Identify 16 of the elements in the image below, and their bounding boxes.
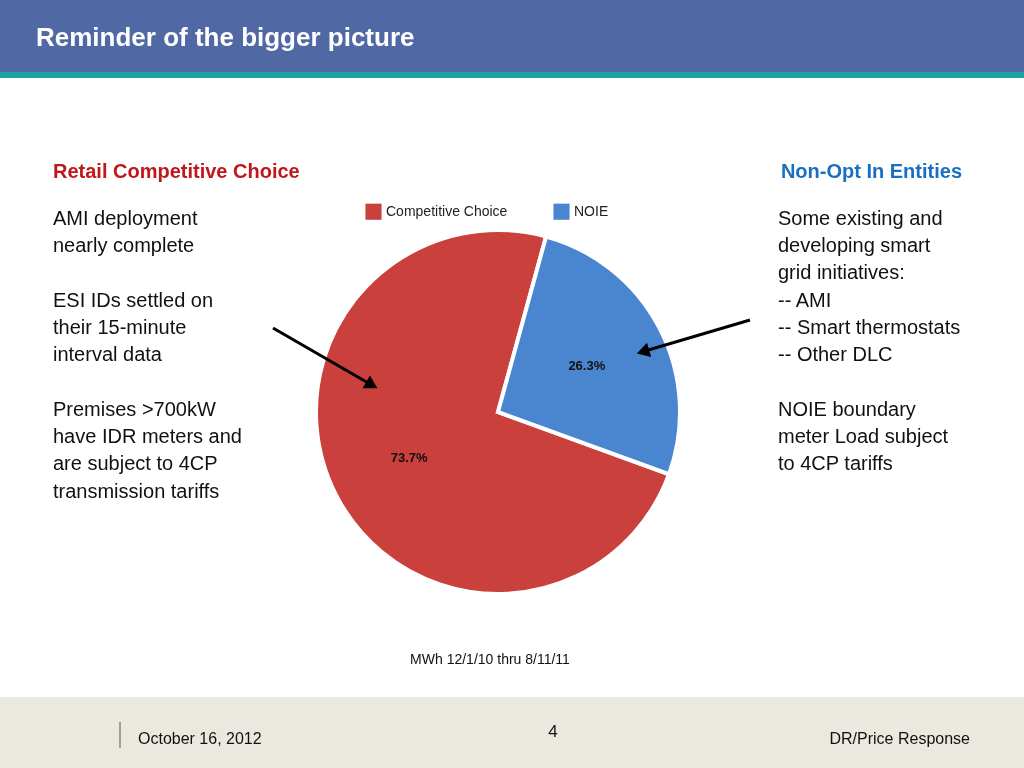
text: 4 (548, 722, 558, 741)
text: AMI deployment nearly complete (53, 207, 198, 257)
data-label: 73.7% (390, 449, 429, 465)
chart-title: Reminder of the bigger picture (36, 22, 415, 52)
text: Premises >700kW have IDR meters and are subject to 4CP transmission tariffs (53, 398, 242, 502)
legend-label: NOIE (574, 202, 609, 219)
text: Non-Opt In Entities (780, 160, 962, 182)
text: October 16, 2012 (138, 730, 262, 747)
text: MWh 12/1/10 thru 8/11/11 (410, 651, 571, 667)
text: Some existing and developing smart grid initiatives: -- AMI -- Smart thermostats -- Other DLC (778, 207, 961, 365)
text: DR/Price Response (829, 730, 971, 747)
text: NOIE boundary meter Load subject to 4CP tariffs (778, 398, 949, 475)
data-label: 26.3% (568, 358, 606, 374)
legend-label: Competitive Choice (386, 202, 508, 219)
text: ESI IDs settled on their 15-minute interval data (53, 289, 214, 366)
text: Retail Competitive Choice (53, 160, 300, 182)
